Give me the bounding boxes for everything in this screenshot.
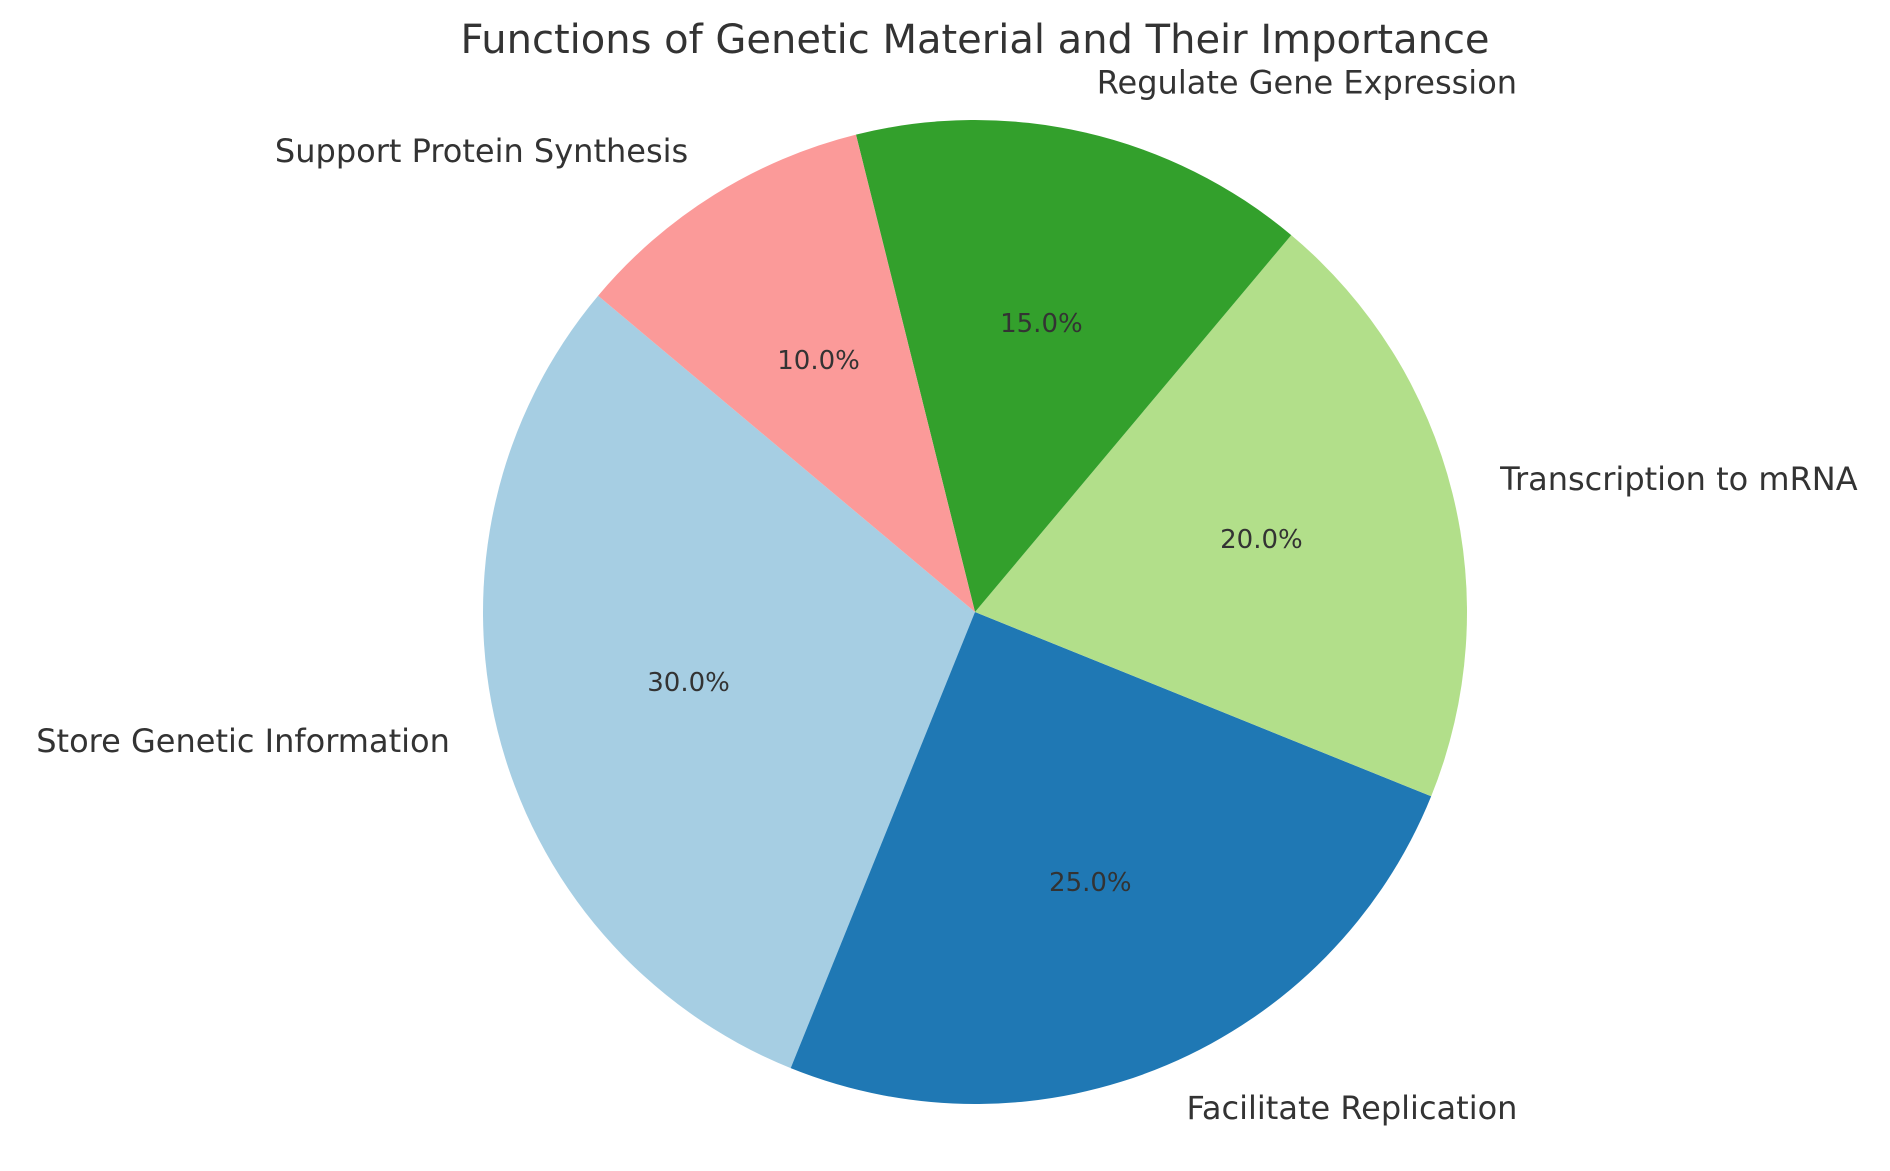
chart-title: Functions of Genetic Material and Their …	[460, 17, 1489, 63]
percent-label-support-protein-synthesis: 10.0%	[777, 346, 860, 376]
percent-label-transcription-to-mrna: 20.0%	[1220, 525, 1303, 555]
slice-label-store-genetic-information: Store Genetic Information	[36, 722, 450, 760]
slice-label-facilitate-replication: Facilitate Replication	[1186, 1089, 1517, 1127]
percent-label-store-genetic-information: 30.0%	[647, 668, 730, 698]
percent-label-regulate-gene-expression: 15.0%	[1000, 309, 1083, 339]
slice-labels: Store Genetic Information Facilitate Repl…	[36, 64, 1858, 1128]
slice-facilitate-replication	[790, 612, 1432, 1104]
pie-slices	[482, 119, 1467, 1104]
slice-label-support-protein-synthesis: Support Protein Synthesis	[275, 132, 688, 170]
slice-regulate-gene-expression	[855, 119, 1292, 613]
slice-support-protein-synthesis	[598, 134, 975, 612]
percent-label-facilitate-replication: 25.0%	[1049, 868, 1132, 898]
slice-store-genetic-information	[482, 295, 975, 1069]
slice-label-regulate-gene-expression: Regulate Gene Expression	[1097, 64, 1517, 102]
slice-transcription-to-mrna	[975, 235, 1467, 797]
slice-label-transcription-to-mrna: Transcription to mRNA	[1499, 460, 1858, 498]
percent-labels: 30.0% 25.0% 20.0% 15.0% 10.0%	[647, 309, 1302, 898]
